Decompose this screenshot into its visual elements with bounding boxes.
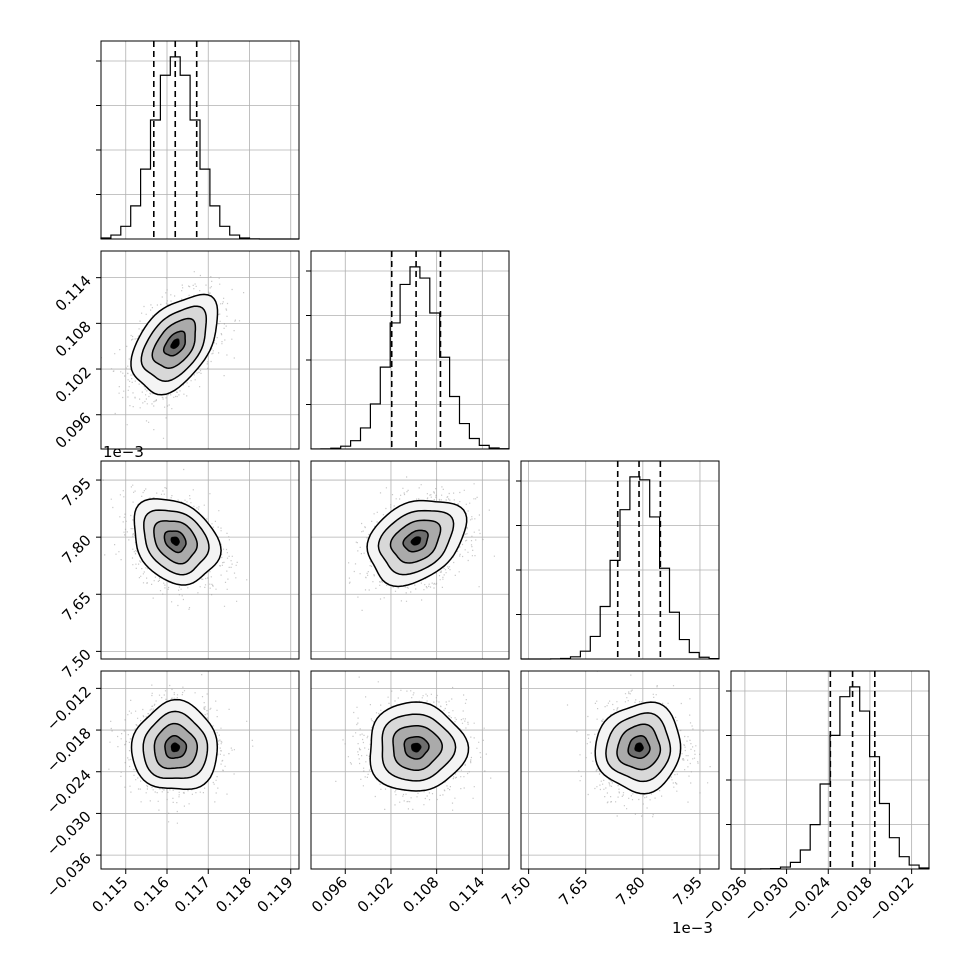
x-tick-label: 0.117: [171, 873, 214, 916]
contour-line: [162, 330, 186, 357]
contour-line: [153, 520, 198, 565]
x-tick-label: 7.65: [555, 873, 591, 909]
x-tick-label: 0.108: [399, 873, 442, 916]
y-tick-label: 7.50: [58, 645, 94, 681]
scatter-panel-1-0: [101, 251, 299, 449]
y-tick-label: −0.030: [43, 808, 95, 860]
scatter-panel-2-1-frame: [310, 460, 510, 660]
x-tick-label: −0.024: [782, 873, 834, 925]
y-tick-label: −0.012: [43, 682, 95, 734]
scatter-panel-1-0-frame: [100, 250, 300, 450]
contour-line: [594, 701, 682, 795]
histogram-2: [521, 476, 720, 660]
contour-line: [153, 722, 199, 770]
contour-line: [130, 293, 219, 396]
panel-content: [101, 671, 299, 869]
hist-panel-1: [306, 251, 510, 450]
x-tick-label: 0.119: [253, 873, 296, 916]
x-tick-label: −0.012: [865, 873, 917, 925]
y-offset-label: 1e−3: [103, 443, 144, 461]
panel-content: [101, 461, 299, 659]
panel-content: [311, 671, 509, 869]
x-tick-label: 0.096: [308, 873, 351, 916]
contour-line: [402, 529, 429, 553]
scatter-panel-2-0-frame: [100, 460, 300, 660]
contour-line: [170, 338, 180, 349]
contour-line: [133, 498, 222, 586]
contour-line: [377, 509, 455, 576]
contour-line: [369, 701, 470, 792]
hist-panel-3: [726, 671, 930, 870]
x-tick-label: 7.50: [498, 873, 534, 909]
contour-line: [170, 742, 180, 752]
scatter-panel-2-0: [101, 461, 299, 659]
y-tick-label: −0.024: [43, 766, 95, 818]
scatter-panel-3-2-frame: [520, 670, 720, 870]
panel-content: [311, 461, 509, 659]
y-tick-label: 7.80: [58, 531, 94, 567]
y-tick-label: 7.65: [58, 588, 94, 624]
contour-line: [410, 536, 421, 546]
hist-panel-3-frame: [730, 670, 930, 870]
x-tick-label: −0.030: [740, 873, 792, 925]
scatter-panel-3-0: [101, 671, 299, 869]
scatter-panel-3-1: [311, 671, 509, 869]
x-tick-label: 0.114: [445, 873, 488, 916]
contour-line: [151, 317, 197, 369]
histogram-0: [100, 56, 299, 240]
scatter-panel-2-1: [311, 461, 509, 659]
contour-line: [381, 713, 457, 782]
contour-line: [163, 530, 187, 554]
x-tick-label: −0.018: [824, 873, 876, 925]
x-tick-label: 7.80: [612, 873, 648, 909]
hist-panel-0: [96, 41, 299, 240]
histogram-1: [310, 266, 510, 450]
contour-line: [411, 743, 422, 753]
y-tick-label: 0.108: [52, 317, 95, 360]
panel-content: [521, 671, 719, 869]
scatter-panel-3-0-frame: [100, 670, 300, 870]
contour-line: [170, 536, 180, 546]
y-tick-label: 0.102: [52, 363, 95, 406]
y-tick-label: −0.036: [43, 849, 95, 901]
hist-panel-1-frame: [310, 250, 510, 450]
contour-line: [616, 723, 662, 771]
x-tick-label: 0.116: [130, 873, 173, 916]
x-tick-label: −0.036: [699, 873, 751, 925]
contour-line: [130, 698, 219, 791]
y-tick-label: 7.95: [58, 474, 94, 510]
contour-line: [142, 710, 209, 780]
contour-line: [143, 509, 210, 576]
x-tick-label: 7.95: [669, 873, 705, 909]
scatter-panel-3-2: [521, 671, 719, 869]
panel-content: [101, 251, 299, 449]
scatter-panel-3-1-frame: [310, 670, 510, 870]
contour-line: [392, 725, 443, 772]
y-tick-label: 0.096: [52, 409, 95, 452]
contour-line: [634, 742, 644, 752]
contour-line: [605, 712, 672, 783]
x-tick-label: 0.115: [88, 873, 131, 916]
hist-panel-0-frame: [100, 40, 300, 240]
contour-line: [140, 305, 208, 383]
x-tick-label: 0.102: [354, 873, 397, 916]
y-tick-label: 0.114: [52, 272, 95, 315]
y-tick-label: −0.018: [43, 724, 95, 776]
hist-panel-2-frame: [520, 460, 720, 660]
x-offset-label: 1e−3: [672, 919, 713, 937]
contour-line: [627, 735, 651, 760]
contour-line: [366, 499, 468, 588]
contour-line: [164, 734, 188, 759]
contour-line: [403, 735, 430, 760]
x-tick-label: 0.118: [212, 873, 255, 916]
hist-panel-2: [516, 461, 720, 660]
contour-line: [389, 519, 442, 564]
